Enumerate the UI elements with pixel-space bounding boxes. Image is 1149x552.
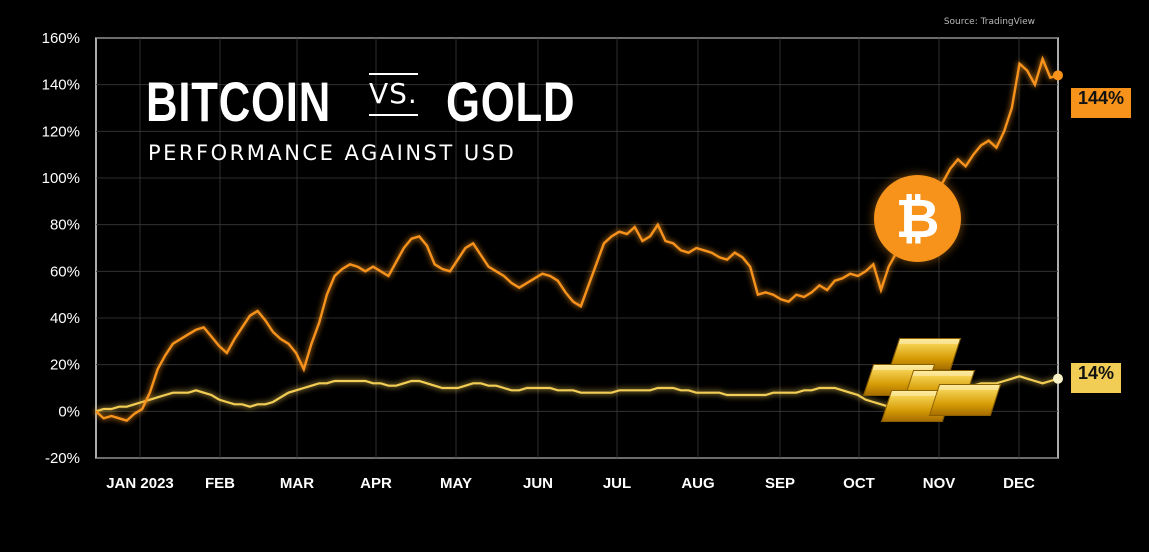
x-tick-label: OCT: [843, 475, 875, 492]
gold-end-dot: [1053, 373, 1063, 384]
y-tick-label: 20%: [50, 357, 80, 374]
title-gold: GOLD: [446, 70, 576, 133]
y-tick-label: 40%: [50, 310, 80, 327]
gold-value-badge: 14%: [1071, 363, 1122, 393]
grid-lines: [96, 37, 1058, 459]
title-gold-wrap: GOLD: [446, 69, 612, 134]
y-tick-label: 160%: [42, 30, 80, 47]
bitcoin-end-dot: [1053, 70, 1063, 81]
y-tick-label: 60%: [50, 263, 80, 280]
chart-subtitle: PERFORMANCE AGAINST USD: [148, 141, 517, 165]
bitcoin-icon: ₿: [874, 175, 961, 262]
y-tick-label: 0%: [58, 403, 80, 420]
title-vs: VS.: [369, 73, 418, 116]
y-tick-label: -20%: [45, 450, 80, 467]
y-tick-label: 120%: [42, 123, 80, 140]
y-tick-label: 80%: [50, 217, 80, 234]
y-axis-ticks: -20% 0% 20% 40% 60% 80% 100% 120% 140% 160%: [42, 30, 80, 467]
y-tick-label: 100%: [42, 170, 80, 187]
x-tick-label: AUG: [681, 475, 714, 492]
x-tick-label: JAN 2023: [106, 475, 174, 492]
source-label: Source: TradingView: [943, 17, 1035, 27]
title-bitcoin: BITCOIN: [146, 70, 332, 133]
x-tick-label: NOV: [923, 475, 956, 492]
bitcoin-value-badge: 144%: [1071, 88, 1132, 118]
x-tick-label: MAR: [280, 475, 314, 492]
x-tick-label: SEP: [765, 475, 795, 492]
x-axis-ticks: JAN 2023 FEB MAR APR MAY JUN JUL AUG SEP OCT NOV DE…: [106, 475, 1035, 492]
gold-bars-icon: [862, 336, 1002, 426]
x-tick-label: APR: [360, 475, 392, 492]
chart-title: BITCOIN: [146, 69, 383, 134]
y-tick-label: 140%: [42, 77, 80, 94]
x-tick-label: DEC: [1003, 475, 1035, 492]
x-tick-label: FEB: [205, 475, 235, 492]
x-tick-label: JUN: [523, 475, 553, 492]
x-tick-label: MAY: [440, 475, 472, 492]
x-tick-label: JUL: [603, 475, 631, 492]
